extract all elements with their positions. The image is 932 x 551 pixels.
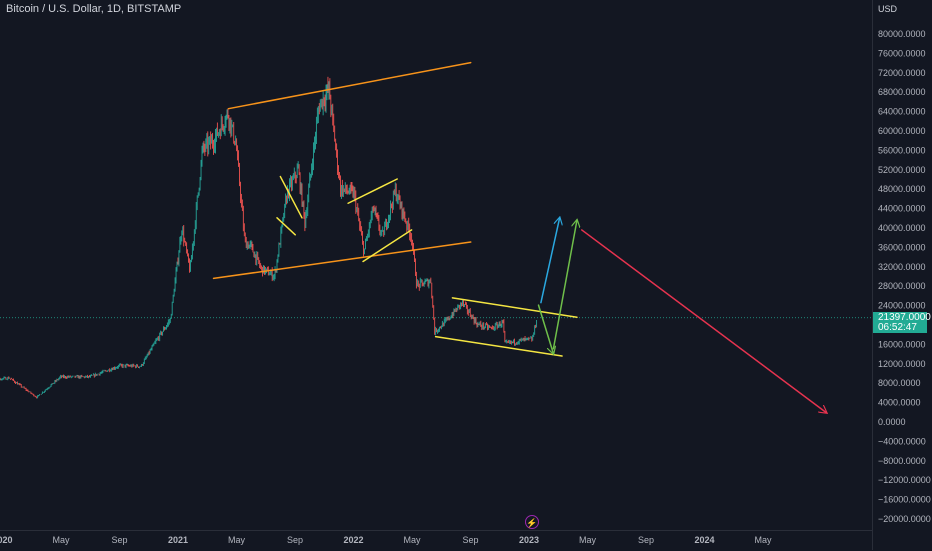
- price-axis[interactable]: [872, 0, 932, 550]
- time-tick-label: 2022: [343, 535, 363, 545]
- price-tick-label: −4000.0000: [878, 436, 926, 446]
- yellow-trendline[interactable]: [451, 297, 578, 318]
- last-price-badge: 21397.0000 06:52:47: [873, 312, 931, 333]
- price-tick-label: 32000.0000: [878, 262, 926, 272]
- last-price-value: 21397.0000: [878, 312, 931, 323]
- bar-countdown: 06:52:47: [878, 322, 917, 333]
- price-tick-label: 68000.0000: [878, 87, 926, 97]
- orange-trendline[interactable]: [227, 61, 472, 110]
- price-tick-label: 76000.0000: [878, 48, 926, 58]
- yellow-trendline[interactable]: [279, 175, 303, 219]
- yellow-trendline[interactable]: [434, 335, 563, 357]
- price-tick-label: 36000.0000: [878, 242, 926, 252]
- blue-projection-arrow[interactable]: [540, 218, 560, 304]
- price-tick-label: −16000.0000: [878, 495, 931, 505]
- price-tick-label: 40000.0000: [878, 223, 926, 233]
- yellow-trendline[interactable]: [362, 229, 413, 263]
- price-tick-label: 4000.0000: [878, 398, 921, 408]
- time-axis[interactable]: [0, 530, 872, 551]
- price-tick-label: 28000.0000: [878, 281, 926, 291]
- green-projection-arrow[interactable]: [552, 220, 577, 350]
- chart-title: Bitcoin / U.S. Dollar, 1D, BITSTAMP: [6, 3, 182, 15]
- orange-trendline[interactable]: [212, 241, 472, 280]
- yellow-trendline[interactable]: [276, 217, 297, 236]
- time-tick-label: May: [52, 535, 70, 545]
- time-tick-label: Sep: [462, 535, 478, 545]
- price-tick-label: 48000.0000: [878, 184, 926, 194]
- price-tick-label: 0.0000: [878, 417, 906, 427]
- time-tick-label: 2020: [0, 535, 13, 545]
- yellow-trendline[interactable]: [347, 178, 398, 204]
- time-tick-label: 2023: [519, 535, 539, 545]
- time-tick-label: May: [403, 535, 421, 545]
- price-tick-label: 24000.0000: [878, 301, 926, 311]
- green-projection-arrow[interactable]: [537, 304, 554, 354]
- currency-label[interactable]: USD: [878, 4, 898, 14]
- time-tick-label: 2021: [168, 535, 188, 545]
- price-tick-label: 52000.0000: [878, 165, 926, 175]
- price-tick-label: −12000.0000: [878, 475, 931, 485]
- red-projection-arrow[interactable]: [581, 229, 827, 413]
- price-tick-label: 72000.0000: [878, 68, 926, 78]
- time-tick-label: May: [754, 535, 772, 545]
- flash-icon[interactable]: ⚡: [525, 515, 539, 529]
- time-tick-label: Sep: [638, 535, 654, 545]
- price-tick-label: 12000.0000: [878, 359, 926, 369]
- price-tick-label: −8000.0000: [878, 456, 926, 466]
- price-tick-label: 80000.0000: [878, 29, 926, 39]
- price-tick-label: 8000.0000: [878, 378, 921, 388]
- price-tick-label: 64000.0000: [878, 107, 926, 117]
- price-tick-label: 16000.0000: [878, 339, 926, 349]
- price-tick-label: 60000.0000: [878, 126, 926, 136]
- price-tick-label: 56000.0000: [878, 145, 926, 155]
- price-tick-label: −20000.0000: [878, 514, 931, 524]
- time-tick-label: May: [579, 535, 597, 545]
- candlesticks: [0, 76, 538, 399]
- price-tick-label: 44000.0000: [878, 204, 926, 214]
- time-tick-label: May: [228, 535, 246, 545]
- time-tick-label: 2024: [694, 535, 714, 545]
- time-tick-label: Sep: [287, 535, 303, 545]
- time-tick-label: Sep: [111, 535, 127, 545]
